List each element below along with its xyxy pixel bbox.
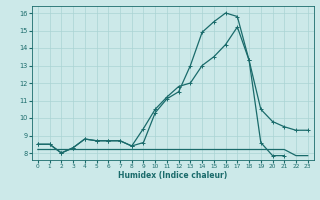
- X-axis label: Humidex (Indice chaleur): Humidex (Indice chaleur): [118, 171, 228, 180]
